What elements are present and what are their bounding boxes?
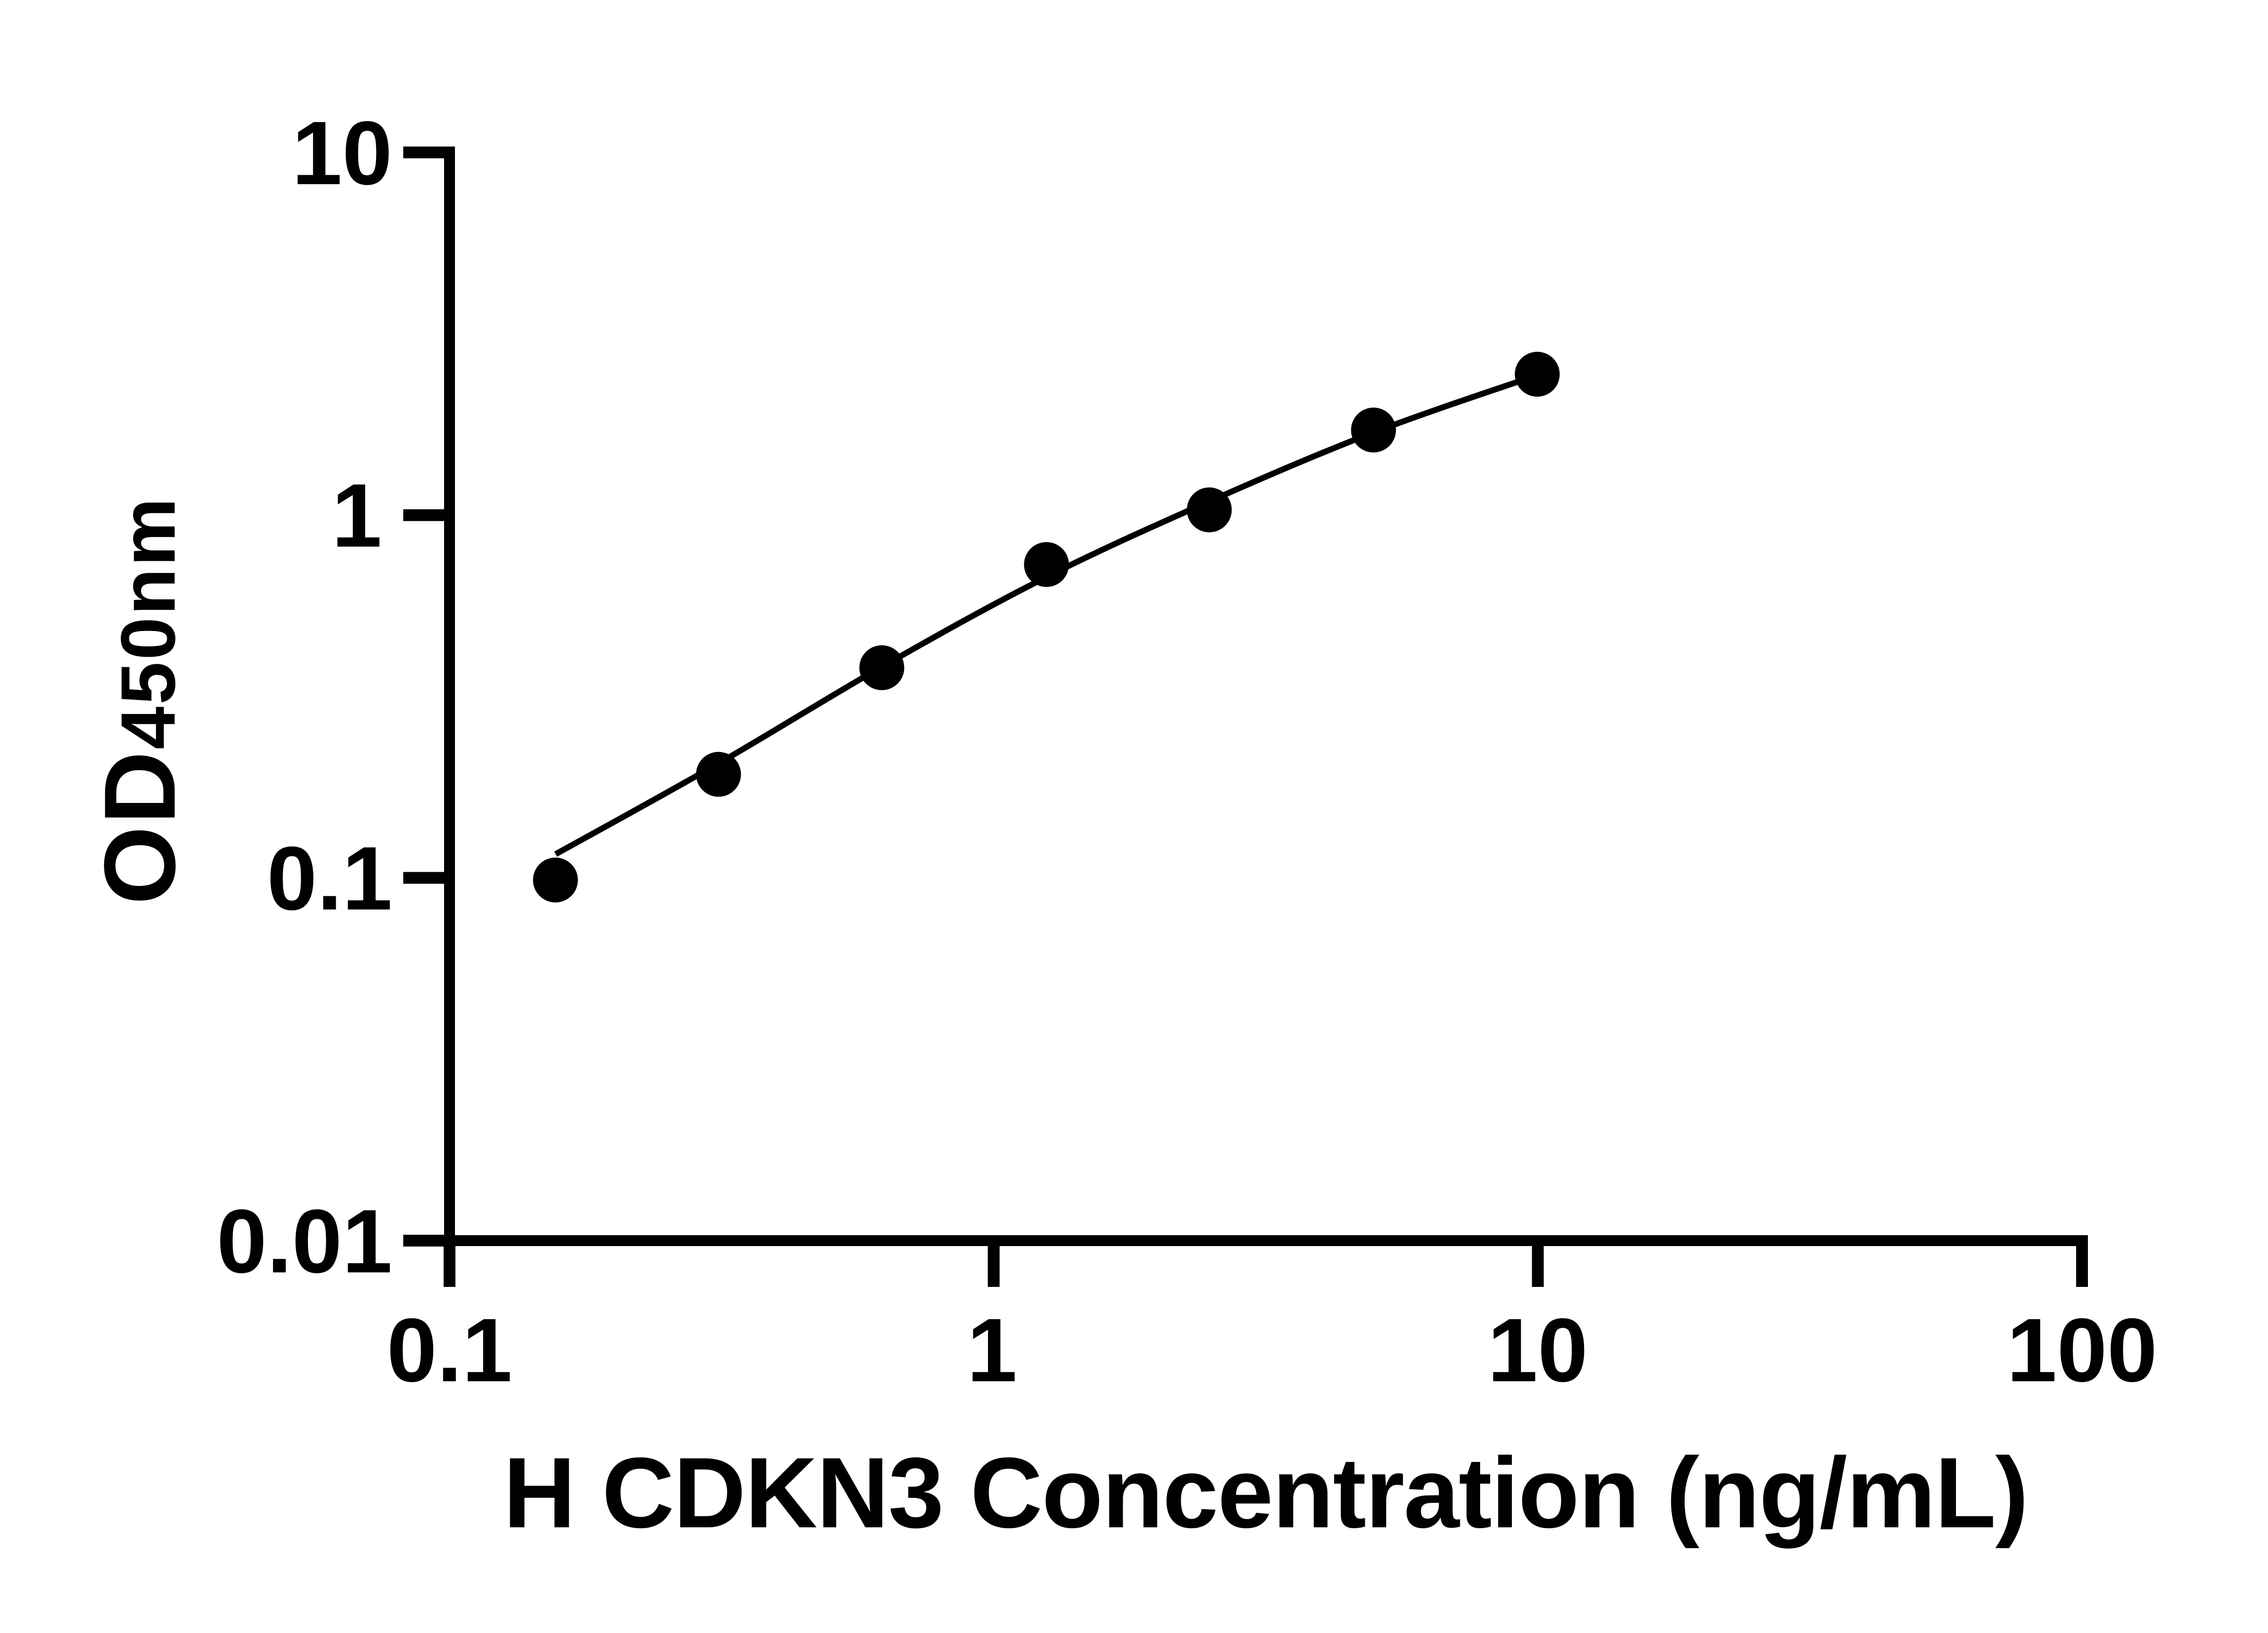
svg-text:1: 1 [967,1300,1017,1401]
svg-text:1: 1 [332,465,382,566]
svg-text:H CDKN3 Concentration (ng/mL): H CDKN3 Concentration (ng/mL) [503,1437,2028,1549]
svg-text:0.1: 0.1 [267,828,392,929]
svg-text:0.01: 0.01 [217,1191,392,1292]
svg-text:10: 10 [1487,1300,1588,1401]
svg-text:10: 10 [292,103,392,204]
svg-text:100: 100 [2007,1300,2157,1401]
svg-text:0.1: 0.1 [387,1300,513,1401]
